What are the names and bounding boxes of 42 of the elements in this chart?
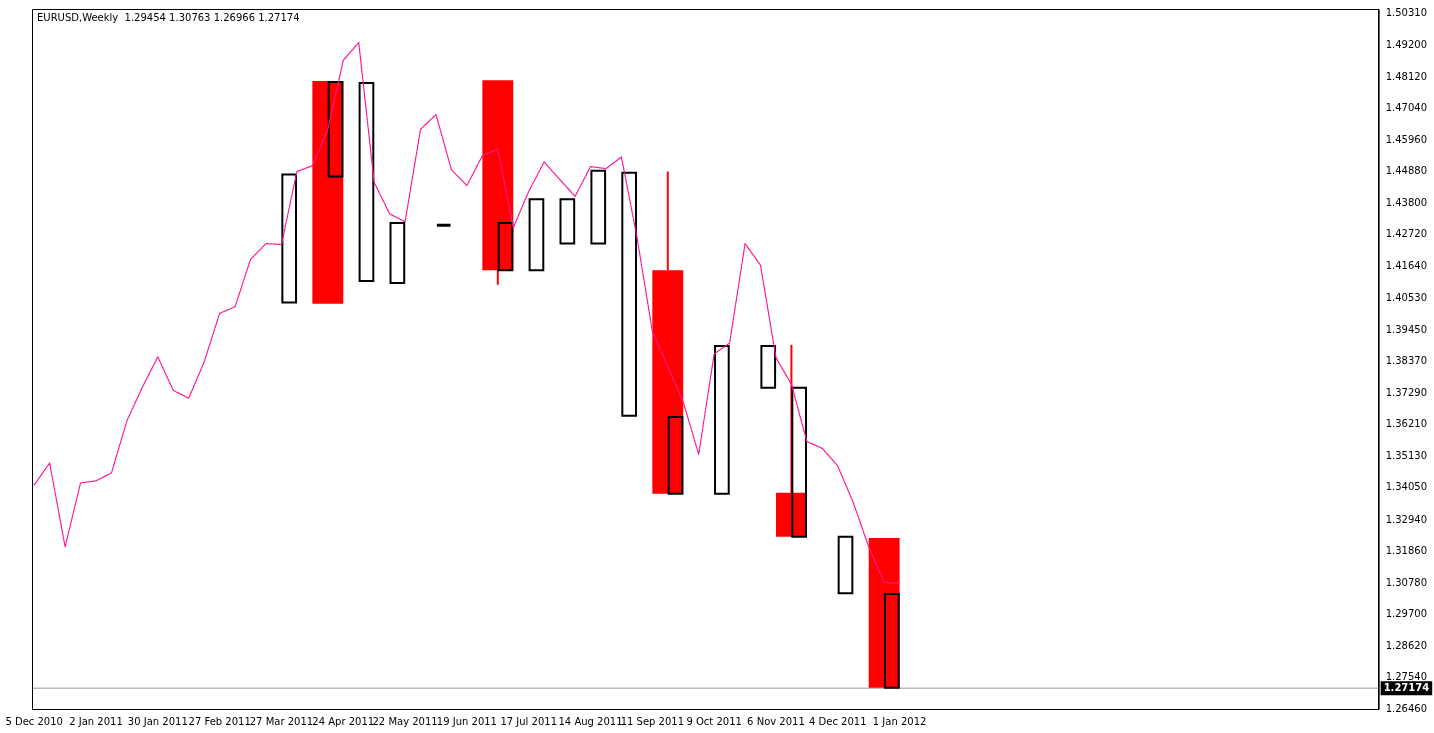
y-tick-label: 1.47040 [1385,102,1428,114]
y-tick-label: 1.42720 [1385,228,1428,240]
y-tick-label: 1.32940 [1385,513,1428,525]
x-tick-label: 30 Jan 2011 [127,715,188,727]
x-tick-label: 27 Mar 2011 [249,715,314,727]
x-tick-label: 6 Nov 2011 [747,715,805,727]
x-tick-label: 1 Jan 2012 [872,715,927,727]
x-tick-label: 4 Dec 2011 [809,715,867,727]
line-series [33,41,901,584]
y-tick-label: 1.36210 [1385,418,1428,430]
ref-line-label: 1.27174 [1383,681,1430,693]
x-tick-label: 11 Sep 2011 [620,715,685,727]
y-tick-label: 1.35130 [1385,449,1428,461]
y-tick-label: 1.44880 [1385,165,1428,177]
y-tick-label: 1.48120 [1385,70,1428,82]
y-tick-label: 1.29700 [1385,608,1428,620]
y-tick-label: 1.49200 [1385,39,1428,51]
x-tick-label: 27 Feb 2011 [188,715,251,727]
y-tick-label: 1.30780 [1385,576,1428,588]
x-tick-label: 17 Jul 2011 [500,715,558,727]
y-tick-label: 1.50310 [1385,6,1428,18]
x-tick-label: 22 May 2011 [372,715,438,727]
y-tick-label: 1.34050 [1385,481,1428,493]
y-tick-label: 1.26460 [1385,702,1428,714]
y-tick-label: 1.43800 [1385,196,1428,208]
candlestick [482,80,514,286]
x-tick-label: 2 Jan 2011 [69,715,123,727]
x-tick-label: 5 Dec 2010 [5,715,63,727]
y-tick-label: 1.45960 [1385,133,1428,145]
y-tick-label: 1.41640 [1385,259,1428,271]
y-tick-label: 1.37290 [1385,386,1428,398]
x-tick-label: 19 Jun 2011 [436,715,497,727]
y-tick-label: 1.31860 [1385,545,1428,557]
x-tick-label: 24 Apr 2011 [312,715,375,727]
y-tick-label: 1.40530 [1385,292,1428,304]
y-tick-label: 1.27540 [1385,671,1428,683]
y-tick-label: 1.39450 [1385,323,1428,335]
y-tick-label: 1.28620 [1385,639,1428,651]
x-tick-label: 9 Oct 2011 [686,715,742,727]
chart-title: EURUSD,Weekly 1.29454 1.30763 1.26966 1.27174 [37,12,300,23]
x-tick-label: 14 Aug 2011 [558,715,623,727]
y-tick-label: 1.38370 [1385,355,1428,367]
